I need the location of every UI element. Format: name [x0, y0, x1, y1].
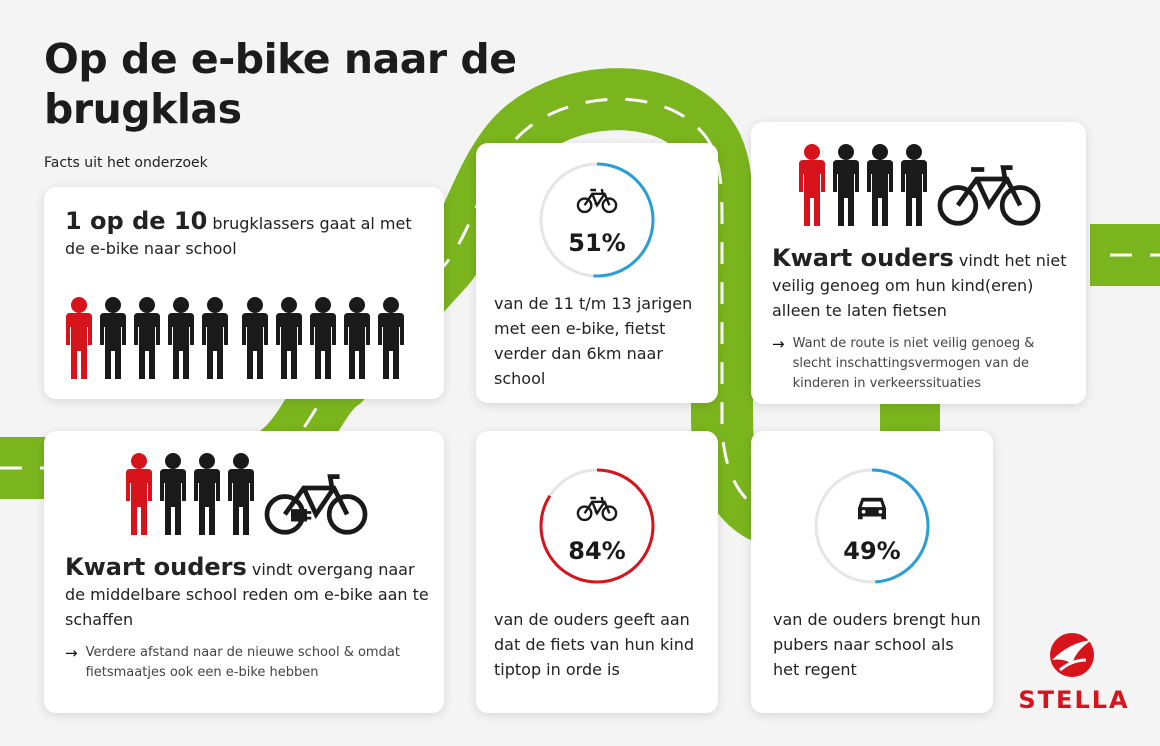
- person-icon-red: [799, 144, 825, 226]
- card1-text-block: 1 op de 10 brugklassers gaat al met de e…: [65, 209, 425, 261]
- brand-name: STELLA: [1018, 686, 1130, 714]
- card-one-in-ten: 1 op de 10 brugklassers gaat al met de e…: [44, 187, 444, 399]
- person-icon-red: [66, 297, 92, 379]
- gauge-ring: [539, 468, 655, 584]
- person-icon: [310, 297, 336, 379]
- person-icon: [901, 144, 927, 226]
- people-row-four: [795, 144, 1041, 228]
- card3-text-block: Kwart ouders vindt het niet veilig genoe…: [772, 246, 1077, 323]
- card4-headline: Kwart ouders: [65, 553, 247, 581]
- percent-arc: [539, 162, 655, 278]
- person-icon: [194, 453, 220, 535]
- card5-percent: 84%: [568, 537, 626, 565]
- ebike-icon: [576, 496, 618, 522]
- percent-arc: [539, 468, 655, 584]
- card-49-percent: 49% van de ouders brengt hun pubers naar…: [751, 431, 993, 713]
- card1-text: brugklassers gaat al met de e-bike naar …: [65, 214, 412, 258]
- card2-text: van de 11 t/m 13 jarigen met een e-bike,…: [494, 294, 693, 388]
- person-icon: [134, 297, 160, 379]
- person-icon: [100, 297, 126, 379]
- person-icon: [833, 144, 859, 226]
- person-icon: [168, 297, 194, 379]
- card5-text: van de ouders geeft aan dat de fiets van…: [494, 610, 695, 679]
- stella-logo: STELLA: [1012, 630, 1136, 722]
- gauge-ring: [539, 162, 655, 278]
- card4-text-block: Kwart ouders vindt overgang naar de midd…: [65, 555, 430, 632]
- people-row-ten: [62, 297, 408, 381]
- card6-text: van de ouders brengt hun pubers naar sch…: [773, 610, 981, 679]
- percent-arc: [814, 468, 930, 584]
- person-icon: [160, 453, 186, 535]
- bicycle-icon: [937, 165, 1041, 226]
- people-row-four: [122, 453, 368, 537]
- arrow-right-icon: →: [65, 644, 78, 662]
- card-51-percent: 51% van de 11 t/m 13 jarigen met een e-b…: [476, 143, 718, 403]
- card4-text: vindt overgang naar de middelbare school…: [65, 560, 429, 629]
- card3-note-text: Want de route is niet veilig genoeg & sl…: [792, 336, 1035, 391]
- card6-percent: 49%: [843, 537, 901, 565]
- person-icon: [867, 144, 893, 226]
- card-kwart-ouders-veilig: Kwart ouders vindt het niet veilig genoe…: [751, 122, 1086, 404]
- person-icon: [228, 453, 254, 535]
- card-84-percent: 84% van de ouders geeft aan dat de fiets…: [476, 431, 718, 713]
- page-subtitle: Facts uit het onderzoek: [44, 155, 208, 171]
- stella-logo-mark: [1050, 633, 1094, 677]
- person-icon: [344, 297, 370, 379]
- person-icon-red: [126, 453, 152, 535]
- card1-headline: 1 op de 10: [65, 207, 208, 235]
- person-icon: [202, 297, 228, 379]
- card2-percent: 51%: [568, 229, 626, 257]
- car-icon: [858, 497, 886, 520]
- person-icon: [378, 297, 404, 379]
- card3-headline: Kwart ouders: [772, 244, 954, 272]
- card4-note: → Verdere afstand naar de nieuwe school …: [65, 643, 415, 683]
- ebike-plug-icon: [264, 474, 368, 535]
- person-icon: [276, 297, 302, 379]
- ebike-icon: [576, 188, 618, 214]
- gauge-ring: [814, 468, 930, 584]
- card3-text: vindt het niet veilig genoeg om hun kind…: [772, 251, 1067, 320]
- arrow-right-icon: →: [772, 335, 785, 353]
- person-icon: [242, 297, 268, 379]
- card3-note: → Want de route is niet veilig genoeg & …: [772, 334, 1072, 394]
- card-kwart-ouders-overgang: Kwart ouders vindt overgang naar de midd…: [44, 431, 444, 713]
- page-title: Op de e-bike naar de brugklas: [44, 35, 517, 133]
- card4-note-text: Verdere afstand naar de nieuwe school & …: [85, 645, 400, 680]
